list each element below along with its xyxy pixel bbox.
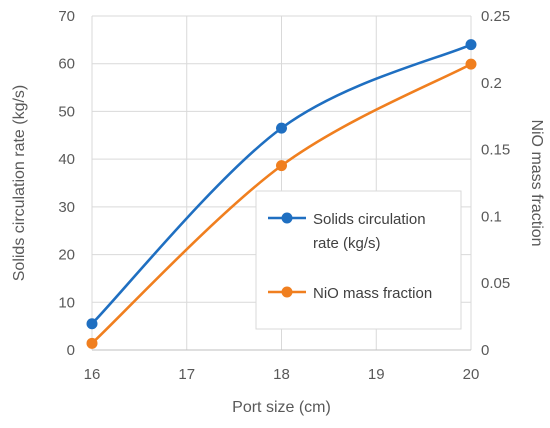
legend-label-solids-line2: rate (kg/s): [313, 235, 381, 252]
series-layer: [86, 39, 477, 349]
y-tick-label: 40: [58, 151, 75, 168]
data-point: [465, 58, 477, 70]
x-tick-label: 16: [84, 366, 101, 383]
y2-axis-title: NiO mass fraction: [528, 119, 545, 246]
data-point: [86, 318, 98, 330]
y-tick-label: 0: [67, 342, 75, 359]
x-tick-label: 19: [368, 366, 385, 383]
data-point: [86, 337, 98, 349]
legend-label-solids-line1: Solids circulation: [313, 211, 426, 228]
y2-tick-label: 0.15: [481, 142, 510, 159]
data-point: [276, 160, 287, 172]
x-axis-title: Port size (cm): [232, 399, 331, 416]
x-tick-label: 18: [273, 366, 290, 383]
series-solids: [86, 39, 477, 330]
y2-tick-label: 0.1: [481, 208, 502, 225]
tick-labels: 16 17 18 19 2001020304050607000.050.10.150.2…: [58, 8, 510, 383]
y-tick-label: 20: [58, 247, 75, 264]
y2-tick-label: 0.05: [481, 275, 510, 292]
y-tick-label: 10: [58, 294, 75, 311]
y-tick-label: 30: [58, 199, 75, 216]
y-axis-title: Solids circulation rate (kg/s): [11, 85, 28, 282]
legend-marker-nio: [281, 286, 293, 298]
data-point: [276, 122, 287, 134]
y2-tick-label: 0: [481, 342, 489, 359]
y-tick-label: 50: [58, 103, 75, 120]
y2-tick-label: 0.25: [481, 8, 510, 25]
legend-marker-solids: [281, 212, 293, 224]
legend-item-solids: Solids circulation rate (kg/s): [268, 211, 426, 252]
data-point: [465, 39, 477, 51]
legend: Solids circulation rate (kg/s) NiO mass …: [255, 190, 462, 330]
y-tick-label: 60: [58, 56, 75, 73]
legend-item-nio: NiO mass fraction: [268, 285, 432, 302]
x-tick-label: 17: [178, 366, 195, 383]
y2-tick-label: 0.2: [481, 75, 502, 92]
series-nio: [86, 58, 477, 349]
legend-label-nio: NiO mass fraction: [313, 285, 432, 302]
x-tick-label: 20: [463, 366, 480, 383]
y-tick-label: 70: [58, 8, 75, 25]
